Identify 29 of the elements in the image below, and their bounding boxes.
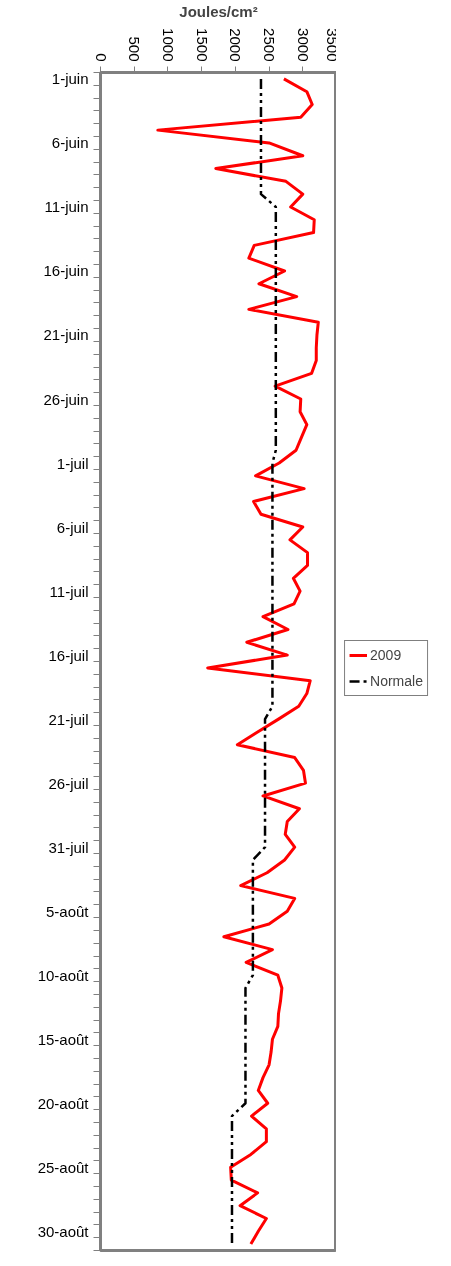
x-tick-label: 2500 [261, 28, 279, 62]
y-tick-label: 20-août [37, 1094, 90, 1112]
y-tick-label: 21-juil [48, 710, 89, 728]
y-tick-label: 31-juil [48, 838, 89, 856]
y-tick-label: 11-juil [49, 582, 89, 600]
y-tick-label: 6-juil [56, 518, 89, 536]
y-tick-label: 1-juil [56, 454, 89, 472]
x-tick-label: 0 [92, 53, 110, 62]
x-tick-label: 3000 [294, 28, 312, 62]
y-tick-label: 26-juin [43, 390, 89, 408]
y-tick-label: 25-août [37, 1158, 90, 1176]
y-tick-label: 6-juin [51, 134, 89, 152]
y-tick-label: 21-juin [43, 326, 89, 344]
x-tick-label: 2000 [227, 28, 245, 62]
y-tick-label: 15-août [37, 1030, 90, 1048]
y-tick-label: 11-juin [44, 198, 89, 216]
y-tick-label: 5-août [45, 902, 90, 920]
y-tick-label: 30-août [37, 1222, 90, 1240]
y-tick-label: 10-août [37, 966, 90, 984]
y-tick-label: 16-juil [48, 646, 89, 664]
y-tick-label: 26-juil [48, 774, 89, 792]
x-tick-label: 1500 [193, 28, 211, 62]
y-tick-label: 16-juin [43, 262, 89, 280]
x-axis-title: Joules/cm² [179, 3, 258, 21]
legend-label: Normale [370, 673, 423, 689]
x-tick-label: 1000 [159, 28, 177, 62]
x-tick-label: 500 [126, 36, 144, 62]
y-tick-label: 1-juin [51, 70, 89, 88]
legend-label: 2009 [370, 647, 402, 663]
